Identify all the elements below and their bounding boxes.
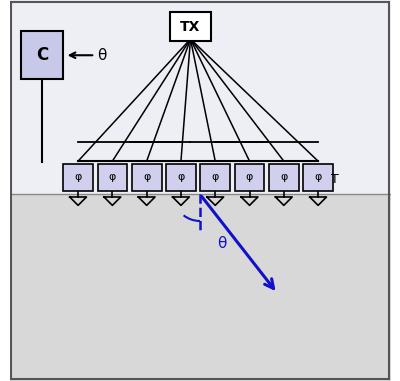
Text: φ: φ [177, 172, 185, 182]
Text: φ: φ [109, 172, 116, 182]
Text: φ: φ [280, 172, 288, 182]
FancyBboxPatch shape [170, 13, 212, 41]
FancyBboxPatch shape [166, 164, 196, 190]
Text: θ: θ [97, 48, 106, 63]
Text: φ: φ [74, 172, 82, 182]
Bar [10, 0, 390, 194]
Bar [10, 194, 390, 381]
Text: φ: φ [143, 172, 150, 182]
Text: φ: φ [246, 172, 253, 182]
FancyBboxPatch shape [269, 164, 299, 190]
FancyBboxPatch shape [200, 164, 230, 190]
Text: φ: φ [212, 172, 219, 182]
FancyBboxPatch shape [235, 164, 264, 190]
Text: T: T [332, 173, 339, 186]
Text: TX: TX [180, 20, 201, 34]
FancyBboxPatch shape [98, 164, 127, 190]
Text: C: C [36, 46, 48, 64]
Text: φ: φ [314, 172, 322, 182]
Text: θ: θ [217, 236, 226, 251]
FancyBboxPatch shape [132, 164, 162, 190]
FancyBboxPatch shape [303, 164, 333, 190]
FancyBboxPatch shape [21, 32, 63, 79]
FancyBboxPatch shape [63, 164, 93, 190]
